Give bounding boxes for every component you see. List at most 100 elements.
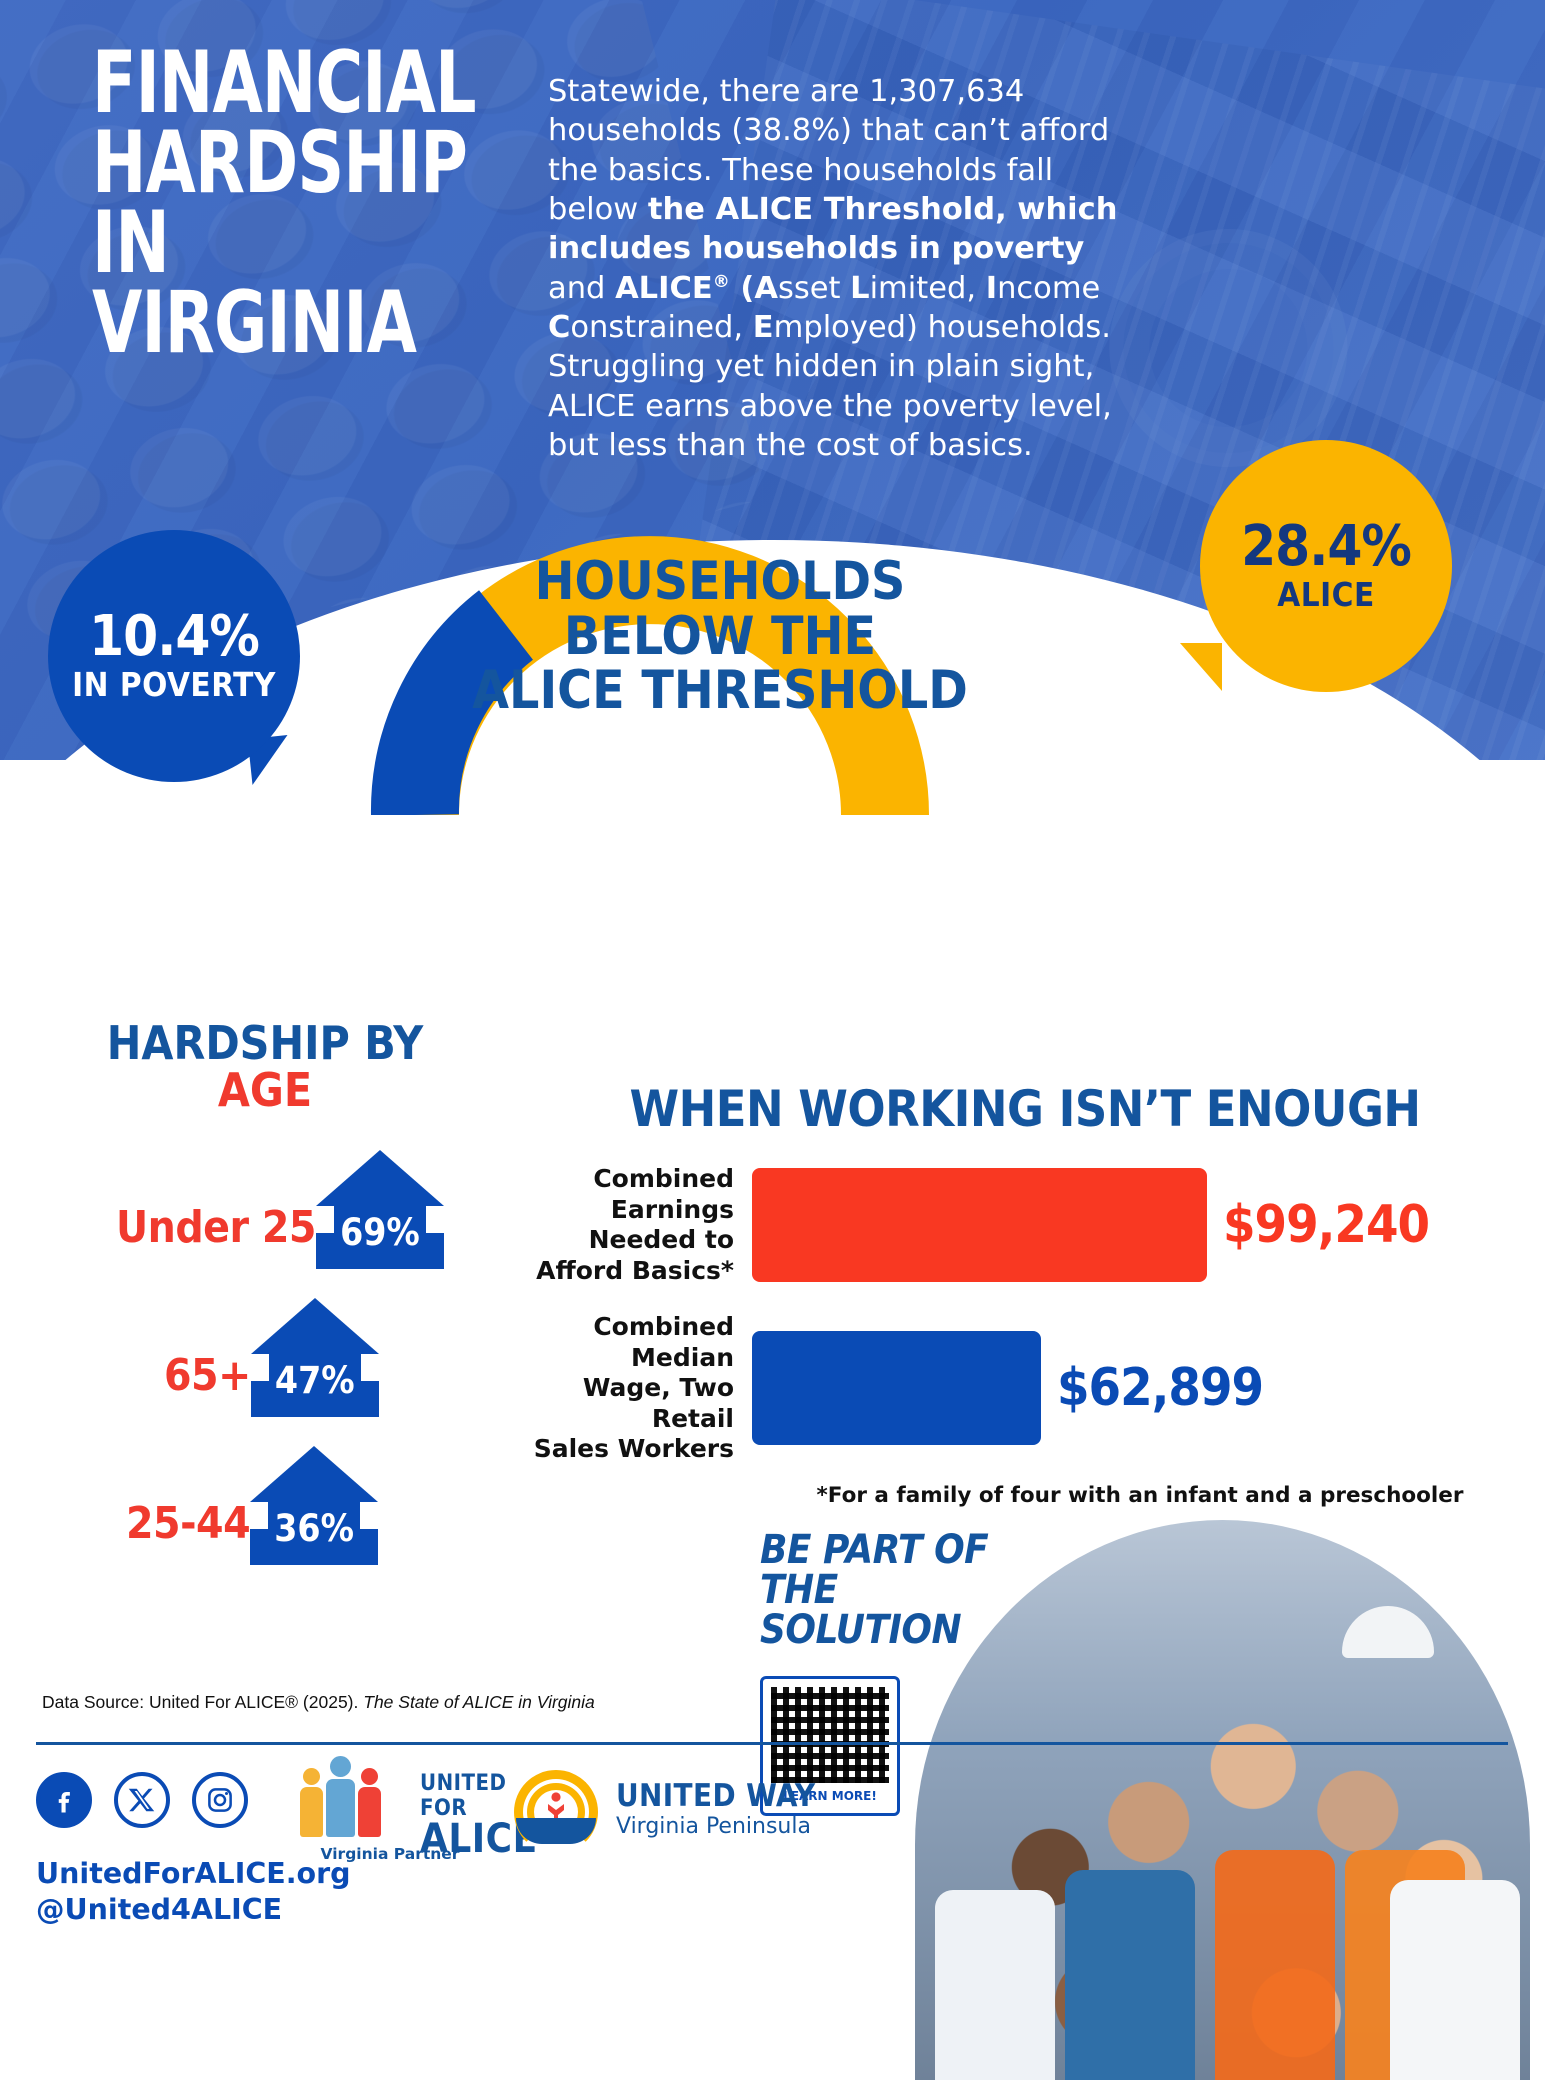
house-eave-left bbox=[315, 1233, 334, 1269]
intro-b8: E bbox=[752, 310, 774, 346]
bar-fill-0 bbox=[752, 1168, 1207, 1282]
person-yellow-icon bbox=[300, 1768, 323, 1837]
ufa-line-1: UNITED FOR bbox=[420, 1771, 507, 1821]
age-label-1: 65+ bbox=[164, 1350, 251, 1401]
bar-row-median-wage: Combined Median Wage, Two Retail Sales W… bbox=[520, 1312, 1530, 1465]
hardship-by-age-title: HARDSHIP BY AGE bbox=[40, 1020, 490, 1114]
uw-person-icon bbox=[548, 1792, 564, 1822]
photo-hard-hat bbox=[1342, 1606, 1434, 1658]
united-way-wordmark: UNITED WAY Virginia Peninsula bbox=[616, 1778, 816, 1839]
uw-line-1: UNITED WAY bbox=[616, 1777, 816, 1814]
age-row-65-plus: 65+ 47% bbox=[164, 1298, 379, 1417]
age-row-25-44: 25-44 36% bbox=[126, 1446, 379, 1565]
uw-hand-icon bbox=[516, 1818, 596, 1844]
instagram-icon[interactable] bbox=[192, 1772, 248, 1828]
alice-bubble-tail bbox=[1180, 643, 1222, 691]
photo-person-2 bbox=[1065, 1870, 1195, 2080]
intro-p4: imited, bbox=[869, 270, 986, 306]
bar-category-1: Combined Median Wage, Two Retail Sales W… bbox=[533, 1312, 734, 1463]
gauge-center-label: HOUSEHOLDS BELOW THE ALICE THRESHOLD bbox=[470, 551, 970, 722]
intro-b2: ALICE bbox=[615, 270, 713, 306]
title-line-3: VIRGINIA bbox=[92, 272, 417, 373]
photo-person-1 bbox=[935, 1890, 1055, 2080]
bar-value-0: $99,240 bbox=[1223, 1195, 1430, 1255]
social-handles: UnitedForALICE.org @United4ALICE bbox=[36, 1856, 351, 1929]
intro-b1: the ALICE Threshold, which includes hous… bbox=[548, 192, 1118, 267]
bar-category-0: Combined Earnings Needed to Afford Basic… bbox=[536, 1164, 734, 1285]
alice-threshold-gauge: HOUSEHOLDS BELOW THE ALICE THRESHOLD 10.… bbox=[0, 415, 1545, 815]
social-handle[interactable]: @United4ALICE bbox=[36, 1893, 283, 1927]
intro-p3: sset bbox=[777, 270, 851, 306]
title-line-2: HARDSHIP IN bbox=[92, 112, 468, 293]
cta-line-1: BE PART OF bbox=[760, 1527, 989, 1573]
facebook-icon[interactable] bbox=[36, 1772, 92, 1828]
footer-divider bbox=[36, 1742, 1508, 1745]
data-source-note: Data Source: United For ALICE® (2025). T… bbox=[42, 1692, 742, 1713]
call-to-action-section: BE PART OF THE SOLUTION LEARN MORE! bbox=[760, 1530, 1040, 1816]
intro-p2: and bbox=[548, 270, 616, 306]
intro-p7: mployed) households. bbox=[773, 310, 1111, 346]
social-links bbox=[36, 1772, 248, 1828]
gauge-center-line-2: BELOW THE bbox=[563, 605, 877, 667]
bar-value-1: $62,899 bbox=[1057, 1358, 1264, 1419]
intro-p5: ncome bbox=[997, 270, 1101, 306]
page-title: FINANCIAL HARDSHIP IN VIRGINIA bbox=[92, 33, 487, 373]
house-eave-left bbox=[250, 1381, 269, 1417]
intro-p1: Statewide, there are 1,307,634 household… bbox=[548, 74, 1110, 228]
person-red-icon bbox=[358, 1768, 381, 1837]
call-to-action-heading: BE PART OF THE SOLUTION bbox=[760, 1530, 1040, 1650]
bar-row-earnings-needed: Combined Earnings Needed to Afford Basic… bbox=[520, 1164, 1530, 1286]
bar-chart-title: WHEN WORKING ISN’T ENOUGH bbox=[629, 1080, 1421, 1138]
gauge-center-line-3: ALICE THRESHOLD bbox=[472, 660, 968, 722]
gauge-center-line-1: HOUSEHOLDS bbox=[534, 551, 906, 612]
age-label-2: 25-44 bbox=[126, 1498, 251, 1549]
house-eave-right bbox=[360, 1529, 379, 1565]
united-for-alice-logo: UNITED FOR ALICE Virginia Partner bbox=[300, 1756, 537, 1863]
intro-b3: ( bbox=[729, 270, 755, 306]
registered-mark: ® bbox=[712, 271, 730, 292]
qr-code-icon[interactable] bbox=[771, 1687, 889, 1783]
age-label-0: Under 25 bbox=[116, 1202, 316, 1253]
intro-paragraph: Statewide, there are 1,307,634 household… bbox=[548, 72, 1148, 465]
cta-line-2: THE SOLUTION bbox=[760, 1567, 962, 1653]
alice-label: ALICE bbox=[1277, 574, 1375, 614]
intro-b4: A bbox=[754, 270, 778, 306]
intro-b6: I bbox=[985, 270, 998, 306]
photo-person-5 bbox=[1390, 1880, 1520, 2080]
united-way-logo: UNITED WAY Virginia Peninsula bbox=[510, 1768, 816, 1854]
age-title-line-1: HARDSHIP BY bbox=[106, 1016, 424, 1070]
house-roof-icon bbox=[315, 1150, 444, 1206]
website-handle[interactable]: UnitedForALICE.org bbox=[36, 1857, 351, 1890]
hardship-by-age-section: HARDSHIP BY AGE Under 25 69% 65+ 47% 25-… bbox=[30, 1020, 550, 1700]
donut-chart bbox=[370, 536, 929, 815]
uw-line-2: Virginia Peninsula bbox=[616, 1813, 811, 1839]
age-value-2: 36% bbox=[268, 1502, 361, 1565]
age-value-0: 69% bbox=[333, 1206, 426, 1269]
bar-track-1: $62,899 bbox=[752, 1329, 1530, 1447]
intro-p6: onstrained, bbox=[570, 310, 753, 346]
source-title: The State of ALICE in Virginia bbox=[363, 1692, 595, 1712]
intro-b5: L bbox=[850, 270, 870, 306]
intro-p8: Struggling yet hidden in plain sight, AL… bbox=[548, 349, 1112, 464]
qr-code-box[interactable]: LEARN MORE! bbox=[760, 1676, 900, 1816]
bar-track-0: $99,240 bbox=[752, 1166, 1530, 1284]
bar-chart-footnote: *For a family of four with an infant and… bbox=[816, 1482, 1464, 1508]
age-value-1: 47% bbox=[268, 1354, 361, 1417]
title-line-1: FINANCIAL bbox=[92, 33, 477, 133]
alice-value: 28.4% bbox=[1241, 513, 1412, 579]
photo-person-3 bbox=[1215, 1850, 1335, 2080]
rainbow-arc-inner bbox=[527, 1783, 585, 1841]
source-prefix: Data Source: United For ALICE® (2025). bbox=[42, 1692, 364, 1712]
house-roof-icon bbox=[250, 1446, 379, 1502]
person-blue-icon bbox=[326, 1756, 355, 1837]
qr-code-label: LEARN MORE! bbox=[783, 1789, 877, 1803]
united-way-mark-icon bbox=[510, 1768, 602, 1854]
intro-b7: C bbox=[548, 310, 571, 346]
alice-callout-bubble: 28.4% ALICE bbox=[1200, 440, 1452, 692]
three-people-icon: UNITED FOR ALICE bbox=[300, 1756, 537, 1859]
house-roof-icon bbox=[250, 1298, 379, 1354]
x-twitter-icon[interactable] bbox=[114, 1772, 170, 1828]
house-eave-left bbox=[250, 1529, 269, 1565]
virginia-partner-label: Virginia Partner bbox=[320, 1845, 460, 1863]
poverty-callout-bubble: 10.4% IN POVERTY bbox=[48, 530, 300, 782]
